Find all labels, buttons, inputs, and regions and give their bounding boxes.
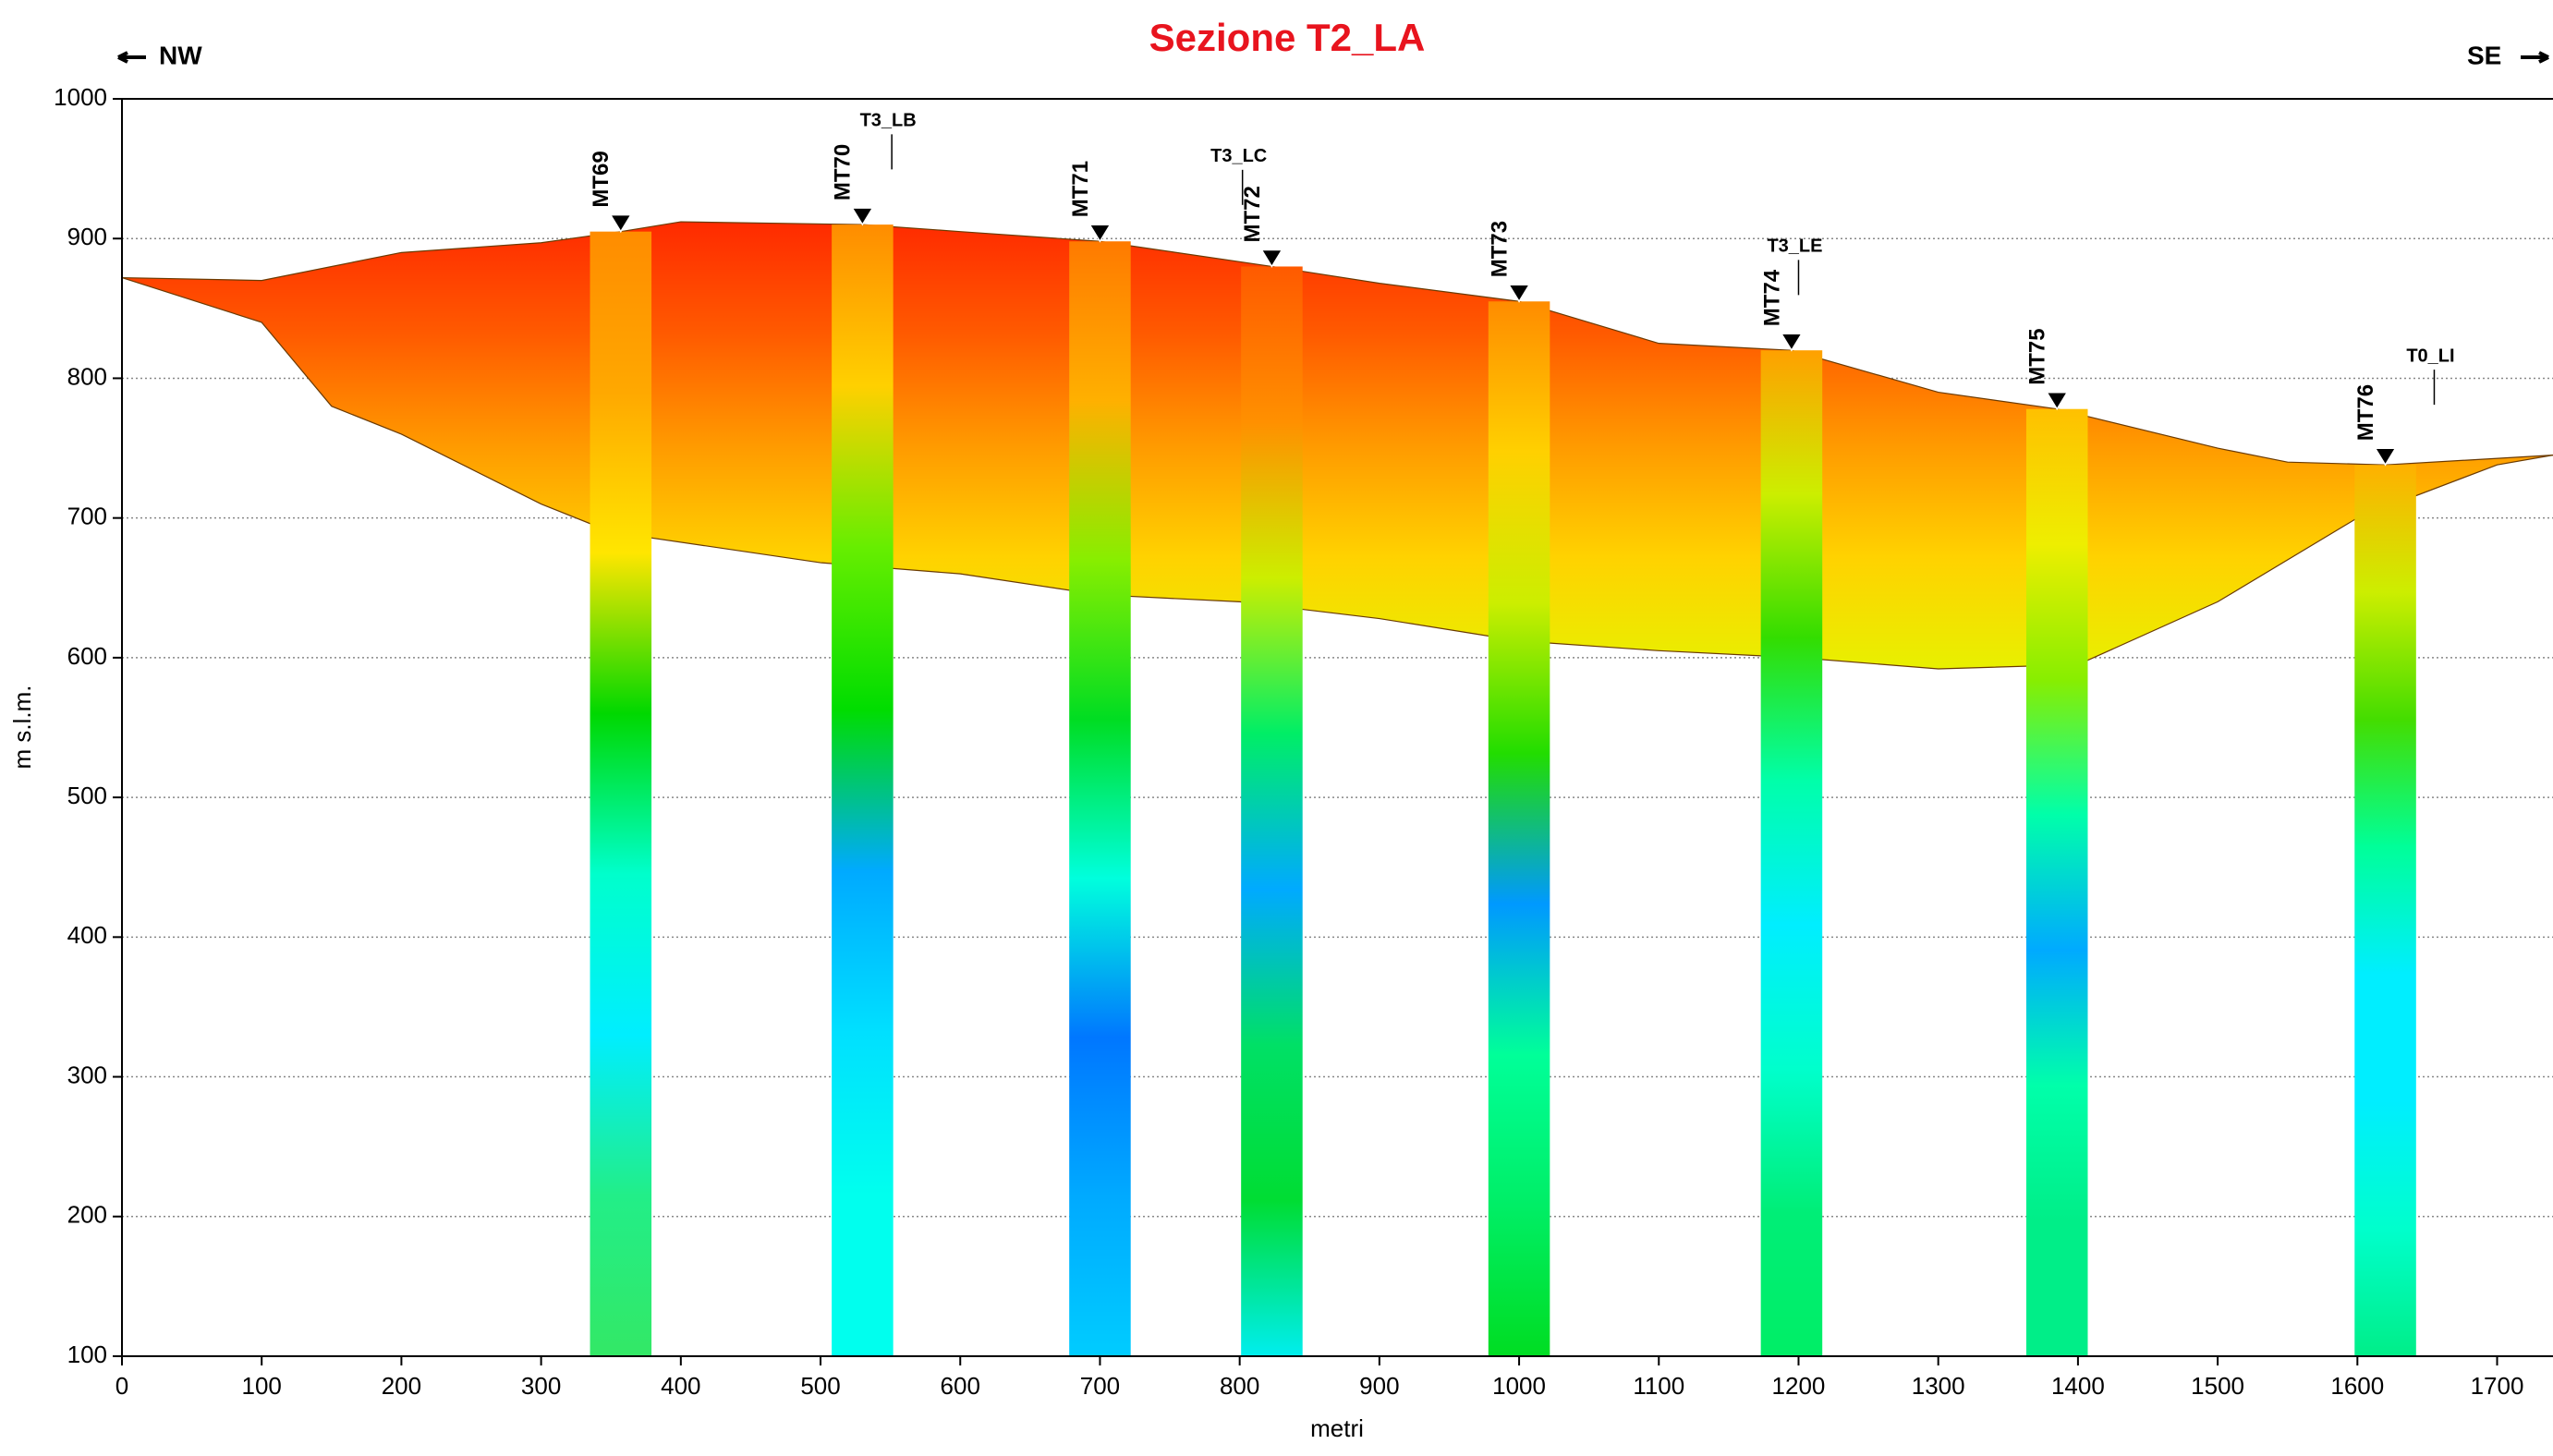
x-tick-label: 1400: [2051, 1372, 2105, 1400]
y-tick-label: 500: [67, 782, 107, 809]
profile-label: T3_LE: [1767, 237, 1822, 257]
station-label: MT76: [2353, 384, 2378, 441]
station-marker: [2045, 391, 2069, 411]
station-label: MT70: [831, 144, 856, 200]
x-tick-label: 1200: [1772, 1372, 1826, 1400]
station-column: [1760, 350, 1823, 1357]
station-column: [1241, 266, 1303, 1356]
station-label: MT74: [1759, 269, 1784, 326]
section-bottom: [121, 276, 2553, 670]
x-tick-label: 700: [1080, 1372, 1120, 1400]
x-tick-label: 800: [1220, 1372, 1259, 1400]
station-label: MT69: [589, 151, 614, 207]
x-tick-label: 500: [800, 1372, 840, 1400]
x-axis-label: metri: [1310, 1414, 1364, 1442]
station-marker: [1088, 224, 1112, 243]
x-tick-label: 300: [521, 1372, 561, 1400]
x-tick-label: 900: [1359, 1372, 1399, 1400]
x-tick-label: 1500: [2191, 1372, 2244, 1400]
arrow-left: [117, 51, 146, 64]
section-top: [121, 221, 2553, 466]
x-tick-label: 1700: [2471, 1372, 2524, 1400]
station-column: [1488, 301, 1550, 1356]
station-column: [2025, 408, 2088, 1356]
y-tick-label: 400: [67, 921, 107, 949]
x-tick-label: 1600: [2330, 1372, 2384, 1400]
station-label: MT73: [1487, 221, 1512, 277]
x-tick-label: 100: [242, 1372, 282, 1400]
station-marker: [609, 213, 633, 234]
x-tick-label: 1300: [1912, 1372, 1965, 1400]
y-tick-label: 200: [67, 1201, 107, 1229]
y-tick-label: 100: [67, 1341, 107, 1368]
y-tick-label: 700: [67, 503, 107, 530]
y-tick-label: 800: [67, 362, 107, 390]
x-tick-label: 1000: [1492, 1372, 1546, 1400]
x-tick-label: 1100: [1633, 1372, 1684, 1400]
y-tick-label: 600: [67, 642, 107, 670]
section-fill: [122, 222, 2553, 669]
station-marker: [1507, 284, 1531, 303]
profile-label: T3_LB: [860, 111, 917, 131]
profile-label: T3_LC: [1210, 146, 1267, 166]
station-label: MT75: [2025, 328, 2050, 384]
arrow-right: [2521, 51, 2549, 64]
station-label: MT71: [1068, 161, 1093, 217]
x-tick-label: 200: [382, 1372, 421, 1400]
x-tick-label: 400: [661, 1372, 700, 1400]
station-marker: [2374, 447, 2397, 467]
direction-right: SE: [2467, 41, 2501, 69]
x-tick-label: 0: [115, 1372, 128, 1400]
station-column: [1069, 241, 1131, 1356]
y-tick-label: 1000: [54, 83, 107, 111]
station-marker: [1780, 333, 1804, 352]
chart-title: Sezione T2_LA: [1149, 16, 1426, 59]
station-column: [2354, 465, 2416, 1356]
profile-label: T0_LI: [2406, 346, 2454, 366]
y-tick-label: 900: [67, 223, 107, 250]
station-label: MT72: [1240, 186, 1265, 242]
y-tick-label: 300: [67, 1061, 107, 1088]
x-tick-label: 600: [941, 1372, 980, 1400]
direction-left: NW: [159, 41, 202, 69]
station-column: [590, 231, 652, 1356]
station-marker: [1260, 249, 1283, 268]
y-axis-label: m s.l.m.: [8, 686, 36, 770]
station-marker: [851, 207, 874, 226]
station-column: [832, 224, 894, 1357]
